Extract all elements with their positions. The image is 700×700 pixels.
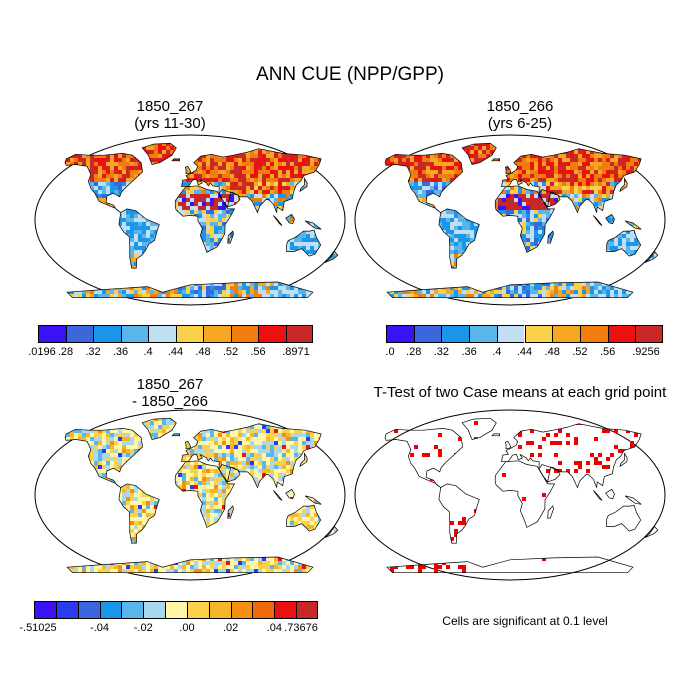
colorbar-swatch <box>413 325 442 343</box>
colorbar-swatch <box>607 325 636 343</box>
colorbar-case2: .0 .28 .32 .36 .4 .44 .48 .52 .56 .9256 <box>385 325 663 365</box>
colorbar-swatch <box>148 325 176 343</box>
map-case1 <box>34 134 346 306</box>
panel-1-title: 1850_267 (yrs 11-30) <box>60 98 280 132</box>
coastlines <box>64 417 339 574</box>
colorbar-swatch <box>203 325 231 343</box>
significance-note: Cells are significant at 0.1 level <box>442 614 608 628</box>
panel-4-title: T-Test of two Case means at each grid po… <box>355 384 685 401</box>
page-title: ANN CUE (NPP/GPP) <box>256 64 444 85</box>
colorbar-swatch <box>208 601 231 619</box>
colorbar-swatch <box>65 325 93 343</box>
panel-1-title-line1: 1850_267 <box>136 98 204 115</box>
colorbar-tick-label: -.51025 <box>19 622 57 634</box>
colorbar-tick-label: .28 <box>57 346 74 358</box>
panel-2-title-line1: 1850_266 <box>486 98 554 115</box>
map-difference <box>34 409 346 581</box>
colorbar-tick-label: .48 <box>195 346 211 358</box>
coastlines <box>64 142 339 299</box>
panel-2-title-line2: (yrs 6-25) <box>487 115 553 132</box>
panel-1-title-line2: (yrs 11-30) <box>134 115 206 132</box>
map-case2 <box>354 134 666 306</box>
colorbar-tick-label: .73676 <box>284 622 318 634</box>
panel-2-title: 1850_266 (yrs 6-25) <box>410 98 630 132</box>
colorbar-swatch <box>441 325 470 343</box>
colorbar-swatch <box>496 325 525 343</box>
colorbar-tick-label: .36 <box>461 346 477 358</box>
colorbar-tick-label: .56 <box>599 346 616 358</box>
colorbar-swatch <box>99 601 122 619</box>
panel-3-title: 1850_267 - 1850_266 <box>60 376 280 410</box>
colorbar-tick-label: .9256 <box>632 346 660 358</box>
colorbar-tick-label: .52 <box>572 346 588 358</box>
colorbar-tick-label: .32 <box>433 346 450 358</box>
colorbar-swatch <box>186 601 209 619</box>
colorbar-tick-label: .48 <box>544 346 560 358</box>
colorbar-swatch <box>635 325 663 343</box>
coastlines <box>384 417 659 574</box>
colorbar-swatch <box>143 601 166 619</box>
colorbar-swatch <box>285 325 313 343</box>
panel-4-title-line1: T-Test of two Case means at each grid po… <box>373 384 667 401</box>
colorbar-tick-label: .8971 <box>282 346 310 358</box>
panel-3-title-line2: - 1850_266 <box>132 393 208 410</box>
colorbar-swatch <box>552 325 580 343</box>
colorbar-tick-label: .36 <box>112 346 129 358</box>
colorbar-swatch <box>469 325 497 343</box>
colorbar-tick-label: -.02 <box>133 622 153 634</box>
colorbar-tick-label: .0 <box>385 346 395 358</box>
colorbar-tick-label: -.04 <box>90 622 110 634</box>
colorbar-swatch <box>165 601 187 619</box>
colorbar-case1: .0196.28 .32 .36 .4 .44 .48 .52 .56 .8971 <box>28 325 313 365</box>
colorbar-tick-label: .56 <box>250 346 266 358</box>
colorbar-tick-label: .4 <box>143 346 153 358</box>
colorbar-swatch <box>120 325 148 343</box>
colorbar-swatch <box>55 601 78 619</box>
colorbar-tick-label: .0196 <box>28 346 56 358</box>
colorbar-swatch <box>252 601 275 619</box>
colorbar-tick-label: .32 <box>85 346 101 358</box>
colorbar-swatch <box>579 325 608 343</box>
colorbar-swatch <box>34 601 56 619</box>
colorbar-swatch <box>230 325 258 343</box>
colorbar-swatch <box>121 601 144 619</box>
colorbar-tick-label: .02 <box>222 622 239 634</box>
colorbar-tick-label: .44 <box>167 346 184 358</box>
colorbar-tick-label: .4 <box>492 346 502 358</box>
panel-3-title-line1: 1850_267 <box>136 376 204 393</box>
map-ttest <box>354 409 666 581</box>
colorbar-difference: -.51025 -.04 -.02 .00 .02 .04.73676 <box>19 601 318 641</box>
colorbar-swatch <box>38 325 66 343</box>
globe-outline <box>354 409 666 581</box>
colorbar-swatch <box>93 325 121 343</box>
colorbar-tick-label: .28 <box>406 346 422 358</box>
colorbar-swatch <box>77 601 100 619</box>
coastlines <box>384 142 659 299</box>
colorbar-swatch <box>230 601 253 619</box>
colorbar-tick-label: .52 <box>222 346 239 358</box>
colorbar-tick-label: .00 <box>179 622 195 634</box>
colorbar-swatch <box>274 601 297 619</box>
colorbar-swatch <box>524 325 553 343</box>
colorbar-swatch <box>296 601 318 619</box>
colorbar-swatch <box>386 325 414 343</box>
colorbar-swatch <box>175 325 203 343</box>
colorbar-tick-label: .04 <box>266 622 282 634</box>
colorbar-swatch <box>258 325 286 343</box>
colorbar-tick-label: .44 <box>516 346 533 358</box>
